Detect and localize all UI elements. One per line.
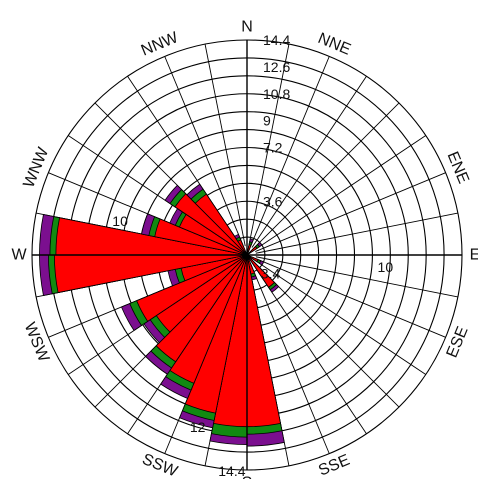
- radial-tick-label: 14.4: [263, 32, 290, 48]
- bar-segment-inner: [136, 254, 248, 322]
- bar-segment-inner: [184, 254, 248, 414]
- grid-spoke: [255, 256, 458, 298]
- direction-label: NNW: [139, 29, 182, 60]
- radial-tick-label: 9: [263, 113, 271, 129]
- radial-tick-label: 12: [190, 419, 206, 435]
- grid-spoke: [164, 56, 244, 247]
- bar-segment-inner: [237, 239, 248, 256]
- direction-label: N: [241, 19, 253, 36]
- radial-tick-label: 10: [112, 213, 128, 229]
- radial-tick-labels: 3.6 7.2 9 10.8 12.6 14.4 10 12 14.4 10 3.4: [112, 32, 393, 479]
- direction-label: NNE: [315, 30, 353, 59]
- direction-label: SSE: [316, 452, 352, 479]
- grid-spoke: [253, 102, 400, 249]
- direction-label: E: [470, 247, 478, 264]
- grid-spoke: [204, 44, 246, 247]
- radial-tick-label: 14.4: [218, 463, 245, 479]
- bar-segment-inner: [154, 218, 248, 256]
- bar-segment-inner: [246, 254, 276, 288]
- direction-label: ESE: [444, 324, 472, 360]
- bar-segment-inner: [174, 193, 248, 256]
- direction-label: SSW: [140, 451, 181, 479]
- bar-segment-inner: [155, 254, 248, 363]
- grid-spoke: [254, 135, 427, 251]
- radial-tick-label: 10: [378, 259, 394, 275]
- radial-tick-label: 10.8: [263, 86, 290, 102]
- grid-spoke: [251, 75, 367, 248]
- bar-segment-inner: [246, 254, 259, 263]
- grid-spoke: [255, 212, 458, 254]
- direction-label: W: [11, 247, 27, 264]
- bar-segments: [39, 183, 285, 447]
- direction-label: S: [242, 475, 253, 479]
- grid-spoke: [248, 44, 290, 247]
- grid-spoke: [250, 56, 330, 247]
- grid-spoke: [254, 259, 427, 375]
- main-axes: [32, 40, 462, 470]
- bar-segment-inner: [246, 245, 258, 256]
- grid-spoke: [255, 172, 446, 252]
- radial-tick-label: 7.2: [263, 140, 283, 156]
- direction-label: ENE: [443, 149, 471, 186]
- bar-segment-inner: [246, 244, 252, 256]
- bar-segment-inner: [194, 193, 248, 256]
- grid-spoke: [250, 263, 330, 454]
- direction-label: WNW: [21, 144, 53, 190]
- radial-tick-label: 12.6: [263, 59, 290, 75]
- radial-tick-label: 3.4: [261, 265, 281, 281]
- direction-label: WSW: [21, 320, 53, 365]
- radial-tick-label: 3.6: [263, 193, 283, 209]
- grid-spoke: [255, 258, 446, 338]
